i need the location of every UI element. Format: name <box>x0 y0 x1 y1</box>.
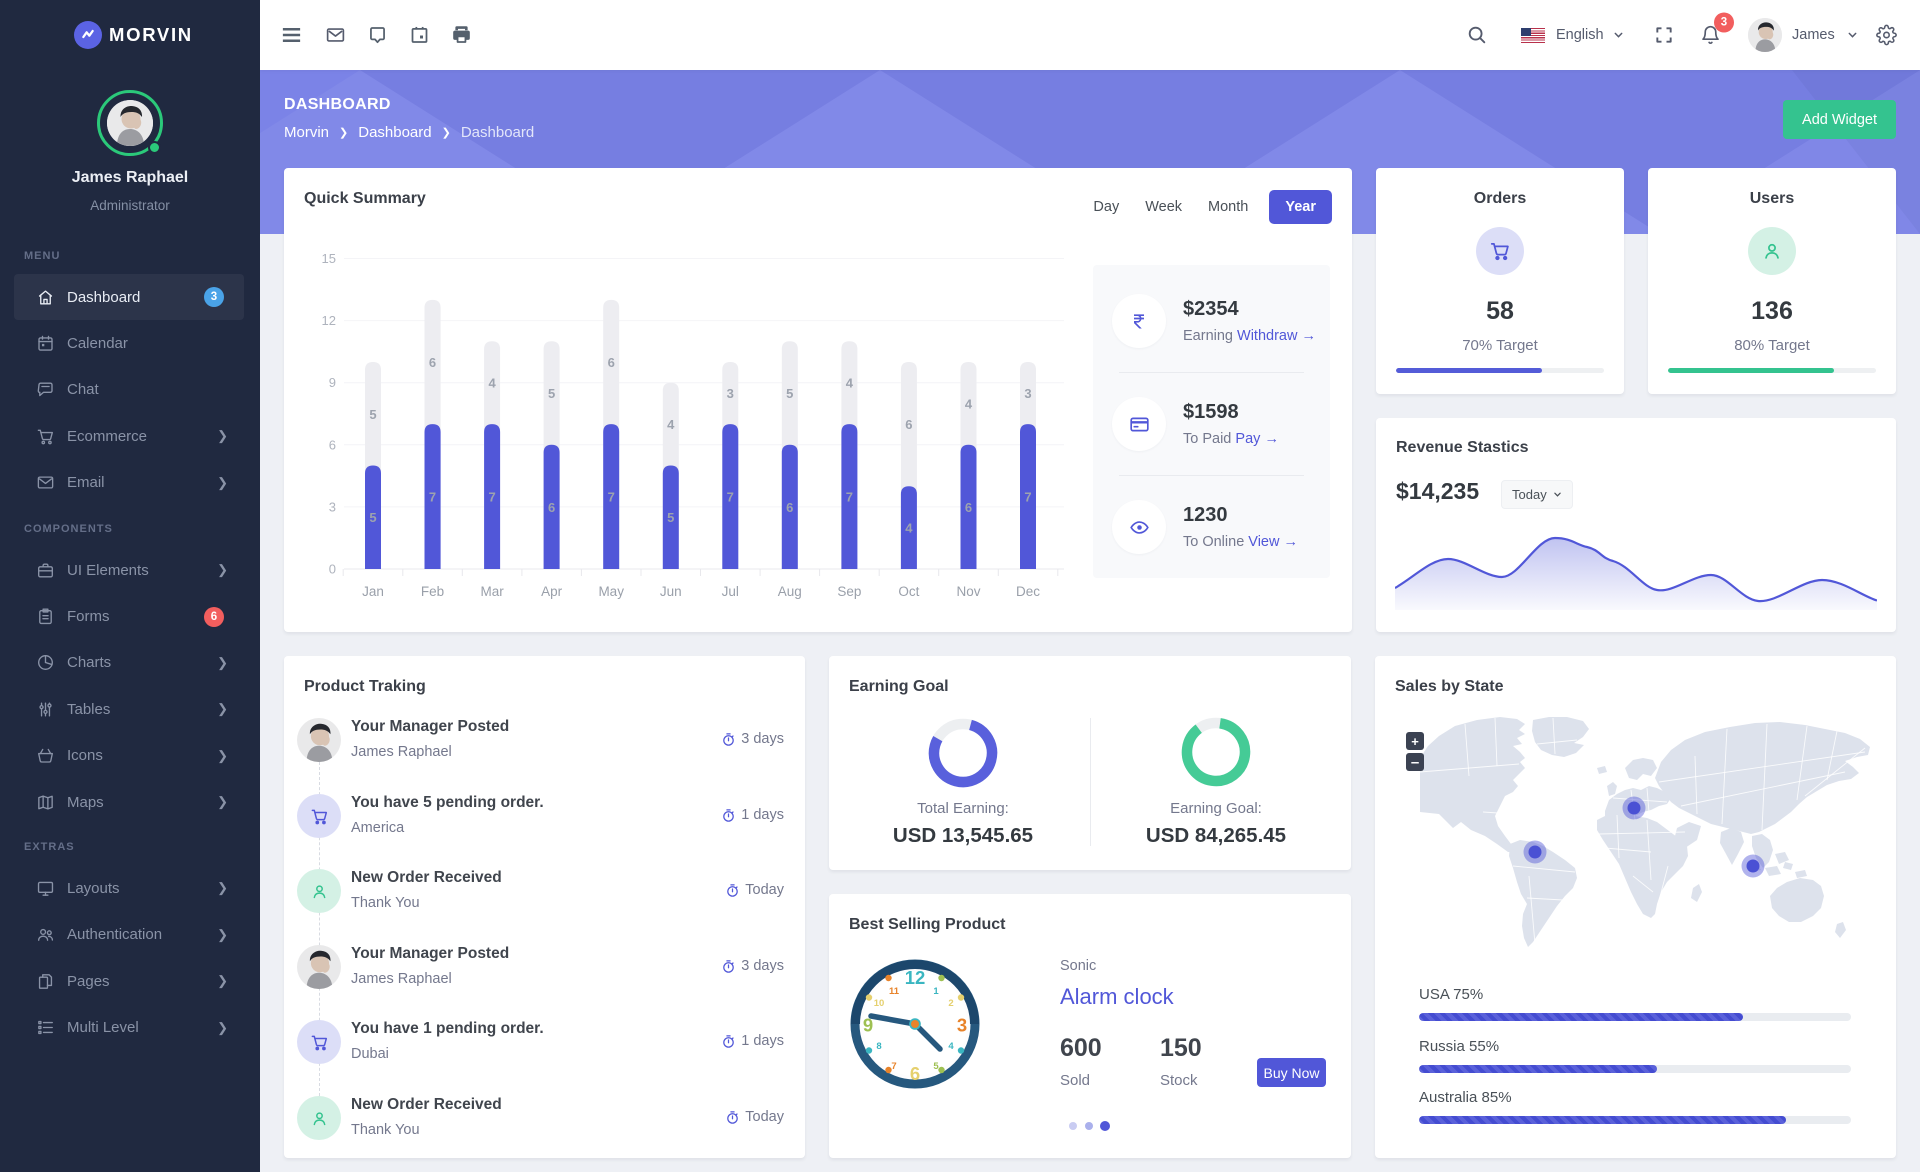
svg-text:5: 5 <box>786 386 793 401</box>
svg-text:1: 1 <box>933 986 939 997</box>
svg-text:7: 7 <box>727 490 734 505</box>
svg-text:7: 7 <box>891 1061 896 1072</box>
svg-text:12: 12 <box>322 313 336 328</box>
svg-text:4: 4 <box>846 376 854 391</box>
svg-text:4: 4 <box>667 417 675 432</box>
svg-text:6: 6 <box>910 1063 920 1084</box>
svg-text:0: 0 <box>329 562 336 577</box>
svg-text:Dec: Dec <box>1016 584 1040 599</box>
svg-text:10: 10 <box>874 998 885 1009</box>
svg-text:5: 5 <box>369 510 376 525</box>
svg-text:4: 4 <box>965 396 973 411</box>
svg-text:6: 6 <box>429 355 436 370</box>
svg-text:15: 15 <box>322 251 336 266</box>
svg-text:7: 7 <box>429 490 436 505</box>
svg-text:Earning Goal:: Earning Goal: <box>1170 800 1262 817</box>
svg-text:Mar: Mar <box>480 584 504 599</box>
svg-text:USD 84,265.45: USD 84,265.45 <box>1146 824 1286 847</box>
svg-text:6: 6 <box>329 437 336 452</box>
svg-text:6: 6 <box>786 500 793 515</box>
svg-text:5: 5 <box>667 510 674 525</box>
svg-text:5: 5 <box>369 407 376 422</box>
svg-text:7: 7 <box>846 490 853 505</box>
svg-text:May: May <box>598 584 624 599</box>
svg-text:4: 4 <box>488 376 496 391</box>
svg-text:6: 6 <box>608 355 615 370</box>
svg-text:USD 13,545.65: USD 13,545.65 <box>893 824 1033 847</box>
svg-text:Apr: Apr <box>541 584 563 599</box>
svg-text:7: 7 <box>608 490 615 505</box>
svg-text:Jul: Jul <box>722 584 739 599</box>
svg-text:3: 3 <box>727 386 734 401</box>
svg-text:3: 3 <box>1024 386 1031 401</box>
svg-text:4: 4 <box>948 1041 954 1052</box>
svg-text:6: 6 <box>548 500 555 515</box>
svg-text:11: 11 <box>889 986 900 997</box>
svg-text:4: 4 <box>905 521 913 536</box>
svg-text:Total Earning:: Total Earning: <box>917 800 1009 817</box>
svg-text:7: 7 <box>1024 490 1031 505</box>
svg-text:9: 9 <box>329 375 336 390</box>
svg-text:12: 12 <box>905 967 926 988</box>
svg-text:Jan: Jan <box>362 584 384 599</box>
svg-text:7: 7 <box>488 490 495 505</box>
svg-text:2: 2 <box>948 998 953 1009</box>
svg-text:Aug: Aug <box>778 584 802 599</box>
svg-text:3: 3 <box>957 1015 967 1036</box>
svg-text:6: 6 <box>965 500 972 515</box>
svg-text:8: 8 <box>876 1041 881 1052</box>
svg-text:3: 3 <box>329 499 336 514</box>
svg-text:Jun: Jun <box>660 584 682 599</box>
svg-text:Sep: Sep <box>837 584 861 599</box>
svg-text:5: 5 <box>933 1061 939 1072</box>
svg-text:6: 6 <box>905 417 912 432</box>
svg-text:Oct: Oct <box>898 584 919 599</box>
svg-text:9: 9 <box>863 1015 873 1036</box>
svg-text:Nov: Nov <box>956 584 980 599</box>
svg-text:Feb: Feb <box>421 584 444 599</box>
svg-text:5: 5 <box>548 386 555 401</box>
